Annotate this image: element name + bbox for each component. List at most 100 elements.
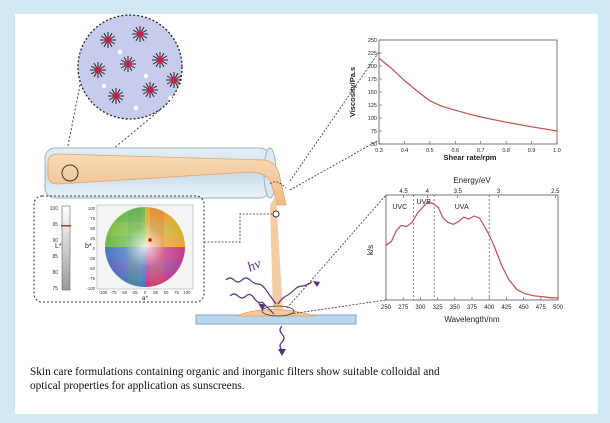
stream-marker — [269, 181, 287, 189]
viscosity-plot-area — [378, 39, 558, 145]
b-tick-label: -75 — [89, 276, 96, 281]
l-axis-label: L* — [55, 243, 62, 250]
b-axis-label: b* — [85, 243, 92, 250]
wavelength-tick-label: 400 — [484, 305, 495, 311]
absorbance-chart: 250 275 300 325 350 375 400 425 450 475 500 4.5 4 3.5… — [286, 176, 564, 324]
region-label: UVB — [417, 199, 432, 206]
energy-axis-label: Energy/eV — [453, 176, 491, 185]
viscosity-axes: 0.3 0.4 0.5 0.6 0.7 0.8 0.9 1.0 50 75 100 125 150 175… — [368, 38, 561, 154]
drop-marker — [261, 305, 295, 317]
cream-stream — [270, 195, 283, 312]
viscosity-y-tick-label: 75 — [371, 129, 377, 135]
color-wheel — [105, 207, 185, 287]
viscosity-y-tick-label: 225 — [368, 51, 377, 57]
b-tick-label: -100 — [86, 286, 95, 291]
inorganic-particle — [167, 95, 173, 101]
viscosity-series-line — [378, 57, 558, 132]
viscosity-y-tick-label: 100 — [368, 116, 377, 122]
b-tick-label: 50 — [90, 226, 95, 231]
absorbance-connector-bottom — [289, 299, 387, 315]
inorganic-particle — [143, 73, 149, 79]
ray-arrowhead-3 — [278, 349, 286, 356]
particle — [108, 88, 124, 104]
tube-group — [44, 147, 287, 312]
viscosity-connector-top — [289, 51, 380, 182]
viscosity-y-label: Viscosity/Pa.s — [348, 67, 357, 117]
a-tick-label: -50 — [121, 290, 128, 295]
l-tick-label: 95 — [52, 222, 58, 228]
b-tick-label: 0 — [93, 246, 96, 251]
viscosity-x-tick-label: 0.9 — [528, 148, 536, 154]
wavelength-tick-label: 300 — [415, 305, 426, 311]
viscosity-x-tick-label: 0.6 — [451, 148, 459, 154]
l-tick-label: 80 — [52, 270, 58, 276]
particle-zoom-group — [62, 14, 183, 175]
light-rays-group — [225, 277, 320, 356]
inorganic-particle — [117, 49, 123, 55]
particle — [152, 52, 168, 68]
stream-sample-point — [272, 210, 280, 218]
absorbance-plot-area — [385, 194, 559, 301]
a-tick-label: 75 — [174, 290, 179, 295]
luminance-marker — [61, 225, 71, 227]
caption-line-1: Skin care formulations containing organi… — [30, 366, 440, 378]
wavelength-tick-label: 425 — [501, 305, 512, 311]
viscosity-x-tick-label: 0.8 — [502, 148, 510, 154]
energy-tick-label: 4.5 — [399, 189, 408, 195]
viscosity-y-tick-label: 250 — [368, 38, 377, 44]
b-tick-label: 100 — [88, 206, 96, 211]
a-tick-label: 25 — [153, 290, 158, 295]
viscosity-x-tick-label: 0.5 — [426, 148, 434, 154]
cream-in-tube — [47, 153, 287, 206]
particle — [90, 62, 106, 78]
caption-line-2: optical properties for application as su… — [30, 380, 245, 392]
viscosity-y-tick-label: 200 — [368, 64, 377, 70]
absorbance-series-line — [385, 201, 558, 299]
viscosity-y-tick-label: 125 — [368, 103, 377, 109]
viscosity-chart: 0.3 0.4 0.5 0.6 0.7 0.8 0.9 1.0 50 75 100 125 150 175… — [289, 38, 561, 191]
lab-connector — [204, 213, 272, 243]
l-tick-label: 85 — [52, 254, 58, 260]
wavelength-tick-label: 450 — [519, 305, 530, 311]
wavelength-tick-label: 350 — [450, 305, 461, 311]
viscosity-x-tick-label: 0.7 — [477, 148, 485, 154]
particle — [120, 56, 136, 72]
l-tick-label: 75 — [52, 286, 58, 292]
a-tick-label: 100 — [183, 290, 191, 295]
region-label: UVA — [455, 204, 469, 211]
particles — [90, 26, 182, 111]
cream-drop — [235, 309, 316, 317]
glass-slide-group — [195, 305, 357, 325]
a-tick-label: 50 — [164, 290, 169, 295]
ks-axis-label: k/s — [366, 245, 375, 255]
b-tick-label: 25 — [90, 236, 95, 241]
viscosity-y-tick-label: 175 — [368, 77, 377, 83]
reflected-ray — [277, 281, 313, 305]
viscosity-x-tick-label: 0.4 — [401, 148, 409, 154]
b-tick-label: -25 — [89, 256, 96, 261]
wavelength-tick-label: 375 — [467, 305, 478, 311]
ray-arrowhead-2 — [313, 281, 320, 287]
region-label: UVC — [392, 204, 407, 211]
viscosity-x-label: Shear rate/rpm — [444, 153, 497, 162]
a-tick-label: -25 — [131, 290, 138, 295]
transmitted-ray — [279, 325, 285, 354]
luminance-ticks: 100 95 90 85 80 75 — [50, 206, 59, 292]
a-tick-label: -75 — [110, 290, 117, 295]
wavelength-tick-label: 275 — [398, 305, 409, 311]
viscosity-connector-bottom — [289, 139, 380, 191]
inorganic-particle — [101, 83, 107, 89]
b-tick-label: -50 — [89, 266, 96, 271]
wavelength-axis-label: Wavelength/nm — [444, 315, 500, 324]
a-axis-label: a* — [142, 295, 149, 302]
energy-tick-label: 4 — [426, 189, 430, 195]
energy-tick-label: 3 — [497, 189, 501, 195]
wavelength-tick-label: 325 — [433, 305, 444, 311]
l-tick-label: 100 — [50, 206, 59, 212]
tube-zoom-marker — [61, 164, 79, 182]
absorbance-connector-top — [286, 194, 387, 309]
lab-color-box — [33, 195, 205, 303]
inorganic-particle — [133, 105, 139, 111]
l-tick-label: 90 — [52, 238, 58, 244]
